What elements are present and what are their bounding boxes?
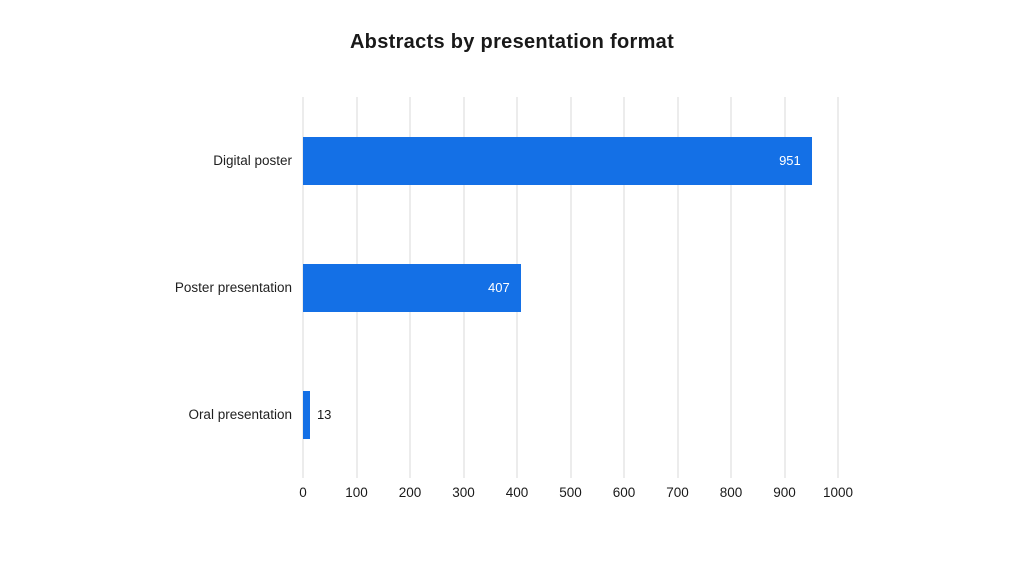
x-tick-label: 600 [612, 485, 636, 500]
gridline [676, 97, 679, 478]
category-label: Digital poster [213, 152, 292, 168]
gridline [569, 97, 572, 478]
x-tick-label: 900 [773, 485, 796, 500]
gridline [730, 97, 732, 478]
x-tick-label: 1000 [822, 485, 854, 500]
category-label: Poster presentation [174, 279, 292, 295]
x-tick-label: 0 [299, 485, 307, 500]
gridline [783, 97, 786, 478]
bar-value-label: 13 [316, 406, 332, 422]
x-tick-label: 700 [666, 485, 689, 500]
x-tick-label: 200 [398, 485, 422, 500]
category-label: Oral presentation [188, 406, 292, 422]
bar-1: 407 [303, 263, 521, 312]
bar-value-label: 407 [488, 279, 510, 295]
x-tick-label: 400 [505, 485, 529, 500]
bar-0: 951 [303, 136, 812, 185]
y-axis-category-labels: Digital poster Poster presentation Oral pr… [0, 97, 292, 478]
plot-area: 951 407 13 0 100 200 300 400 500 600 700 800 900 100… [299, 97, 853, 500]
gridline [837, 97, 839, 478]
bar-2: 13 [303, 390, 331, 439]
x-tick-label: 800 [719, 485, 743, 500]
x-tick-label: 100 [345, 485, 368, 500]
x-tick-label: 300 [452, 485, 475, 500]
gridline [623, 97, 625, 478]
chart-title: Abstracts by presentation format [349, 31, 675, 53]
bar-value-label: 951 [779, 152, 801, 168]
x-tick-label: 500 [559, 485, 582, 500]
